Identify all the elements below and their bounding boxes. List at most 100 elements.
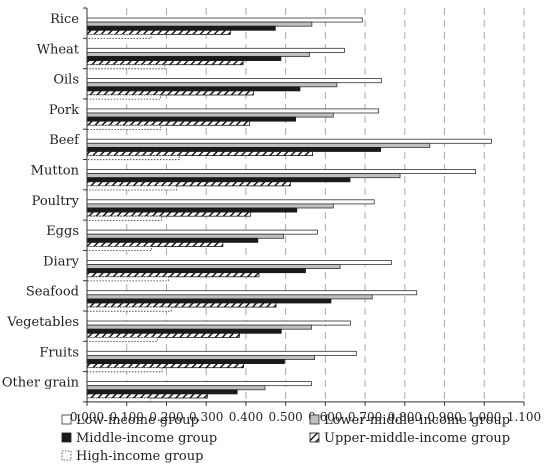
bar-poultry-lower-middle-income-group bbox=[86, 203, 334, 209]
bar-eggs-middle-income-group bbox=[86, 237, 259, 243]
category-label: Wheat bbox=[37, 42, 80, 57]
bar-fruits-middle-income-group bbox=[86, 359, 285, 364]
bar-seafood-upper-middle-income-group bbox=[86, 302, 277, 308]
legend-swatch bbox=[61, 450, 72, 461]
bar-mutton-low-income-group bbox=[86, 169, 476, 174]
legend-swatch bbox=[61, 414, 72, 425]
bar-mutton-upper-middle-income-group bbox=[86, 181, 291, 187]
bar-pork-high-income-group bbox=[86, 124, 162, 130]
legend: Low-income group Lower-middle-income grou… bbox=[61, 413, 510, 464]
legend-label: Upper-middle-income group bbox=[324, 431, 510, 446]
bar-eggs-upper-middle-income-group bbox=[86, 241, 224, 247]
x-tick-label: 0.000 bbox=[70, 410, 104, 424]
bar-oils-low-income-group bbox=[86, 78, 382, 84]
bar-beef-lower-middle-income-group bbox=[86, 142, 431, 148]
bar-poultry-middle-income-group bbox=[86, 207, 298, 213]
category-label: Oils bbox=[53, 73, 79, 88]
bar-other-grain-low-income-group bbox=[86, 381, 312, 387]
category-label: Rice bbox=[50, 12, 79, 27]
bar-fruits-low-income-group bbox=[86, 350, 357, 356]
category-label: Pork bbox=[49, 103, 79, 118]
category-label: Vegetables bbox=[6, 315, 79, 330]
bar-beef-upper-middle-income-group bbox=[86, 151, 314, 156]
bar-seafood-lower-middle-income-group bbox=[86, 294, 373, 300]
bar-mutton-high-income-group bbox=[86, 185, 178, 191]
bar-wheat-middle-income-group bbox=[86, 56, 282, 61]
bar-wheat-high-income-group bbox=[86, 64, 166, 70]
bar-diary-lower-middle-income-group bbox=[86, 264, 341, 269]
category-label: Seafood bbox=[26, 285, 79, 300]
bar-oils-upper-middle-income-group bbox=[86, 90, 254, 96]
bar-vegetables-lower-middle-income-group bbox=[86, 324, 312, 330]
legend-label: Lower-middle-income group bbox=[324, 413, 510, 428]
category-labels: Rice Wheat Oils Pork Beef Mutton Poultry Eggs Di… bbox=[2, 12, 80, 391]
bar-wheat-low-income-group bbox=[86, 47, 345, 53]
bar-oils-middle-income-group bbox=[86, 86, 301, 92]
bar-poultry-upper-middle-income-group bbox=[86, 211, 252, 217]
bar-eggs-low-income-group bbox=[86, 229, 318, 235]
x-tick-label: 0.300 bbox=[189, 410, 223, 424]
bar-pork-lower-middle-income-group bbox=[86, 112, 334, 118]
bar-seafood-low-income-group bbox=[86, 290, 418, 296]
x-tick-label: 0.400 bbox=[229, 410, 263, 424]
bar-poultry-high-income-group bbox=[86, 215, 163, 221]
bar-seafood-middle-income-group bbox=[86, 298, 332, 304]
legend-swatch bbox=[309, 414, 320, 425]
bar-pork-low-income-group bbox=[86, 108, 379, 114]
bar-wheat-upper-middle-income-group bbox=[86, 60, 244, 66]
x-tick-label: 0.100 bbox=[110, 410, 144, 424]
bar-fruits-lower-middle-income-group bbox=[86, 354, 316, 360]
bar-vegetables-low-income-group bbox=[86, 320, 351, 326]
category-label: Mutton bbox=[31, 164, 80, 179]
bar-pork-middle-income-group bbox=[86, 116, 296, 122]
bar-beef-middle-income-group bbox=[86, 146, 381, 152]
x-tick-labels: 0.000 0.100 0.200 0.300 0.400 0.500 0.600 0.700… bbox=[70, 410, 541, 424]
x-tick-label: 0.200 bbox=[149, 410, 183, 424]
category-label: Fruits bbox=[39, 345, 79, 360]
x-tick-label: 1.000 bbox=[467, 410, 501, 424]
legend-swatch bbox=[61, 432, 72, 443]
bar-mutton-middle-income-group bbox=[86, 177, 351, 183]
x-tick-label: 0.900 bbox=[427, 410, 461, 424]
bar-vegetables-middle-income-group bbox=[86, 328, 282, 334]
bar-other-grain-middle-income-group bbox=[86, 389, 238, 395]
bar-other-grain-lower-middle-income-group bbox=[86, 385, 266, 391]
bar-rice-middle-income-group bbox=[86, 25, 276, 31]
bar-other-grain-upper-middle-income-group bbox=[86, 393, 208, 399]
bar-fruits-upper-middle-income-group bbox=[86, 363, 244, 369]
bar-rice-low-income-group bbox=[86, 17, 363, 23]
x-tick-label: 0.800 bbox=[388, 410, 422, 424]
x-tick-label: 0.700 bbox=[348, 410, 382, 424]
bar-rice-upper-middle-income-group bbox=[86, 29, 231, 35]
bar-vegetables-upper-middle-income-group bbox=[86, 332, 240, 338]
bar-fruits-high-income-group bbox=[86, 367, 163, 373]
bar-mutton-lower-middle-income-group bbox=[86, 173, 401, 179]
bar-eggs-lower-middle-income-group bbox=[86, 233, 285, 239]
bar-beef-low-income-group bbox=[86, 138, 492, 144]
bar-beef-high-income-group bbox=[86, 155, 180, 161]
x-tick-label: 1.100 bbox=[507, 410, 541, 424]
bar-wheat-lower-middle-income-group bbox=[86, 52, 310, 57]
bar-diary-low-income-group bbox=[86, 259, 392, 265]
legend-swatch bbox=[309, 432, 320, 443]
x-tick-label: 0.500 bbox=[268, 410, 302, 424]
category-label: Poultry bbox=[32, 194, 80, 209]
legend-label: Middle-income group bbox=[76, 431, 217, 446]
bar-poultry-low-income-group bbox=[86, 199, 375, 205]
bar-diary-middle-income-group bbox=[86, 268, 306, 274]
legend-label: Low-income group bbox=[76, 413, 199, 428]
bar-eggs-high-income-group bbox=[86, 246, 152, 251]
bar-rice-lower-middle-income-group bbox=[86, 21, 313, 27]
bar-oils-lower-middle-income-group bbox=[86, 82, 338, 88]
bar-oils-high-income-group bbox=[86, 94, 161, 100]
bar-seafood-high-income-group bbox=[86, 306, 172, 312]
bar-pork-upper-middle-income-group bbox=[86, 120, 250, 126]
axes bbox=[83, 7, 525, 406]
bar-rice-high-income-group bbox=[86, 34, 152, 39]
category-label: Eggs bbox=[46, 224, 79, 239]
bar-vegetables-high-income-group bbox=[86, 336, 158, 342]
category-label: Beef bbox=[49, 133, 80, 148]
bar-diary-high-income-group bbox=[86, 276, 169, 282]
bar-diary-upper-middle-income-group bbox=[86, 272, 260, 278]
